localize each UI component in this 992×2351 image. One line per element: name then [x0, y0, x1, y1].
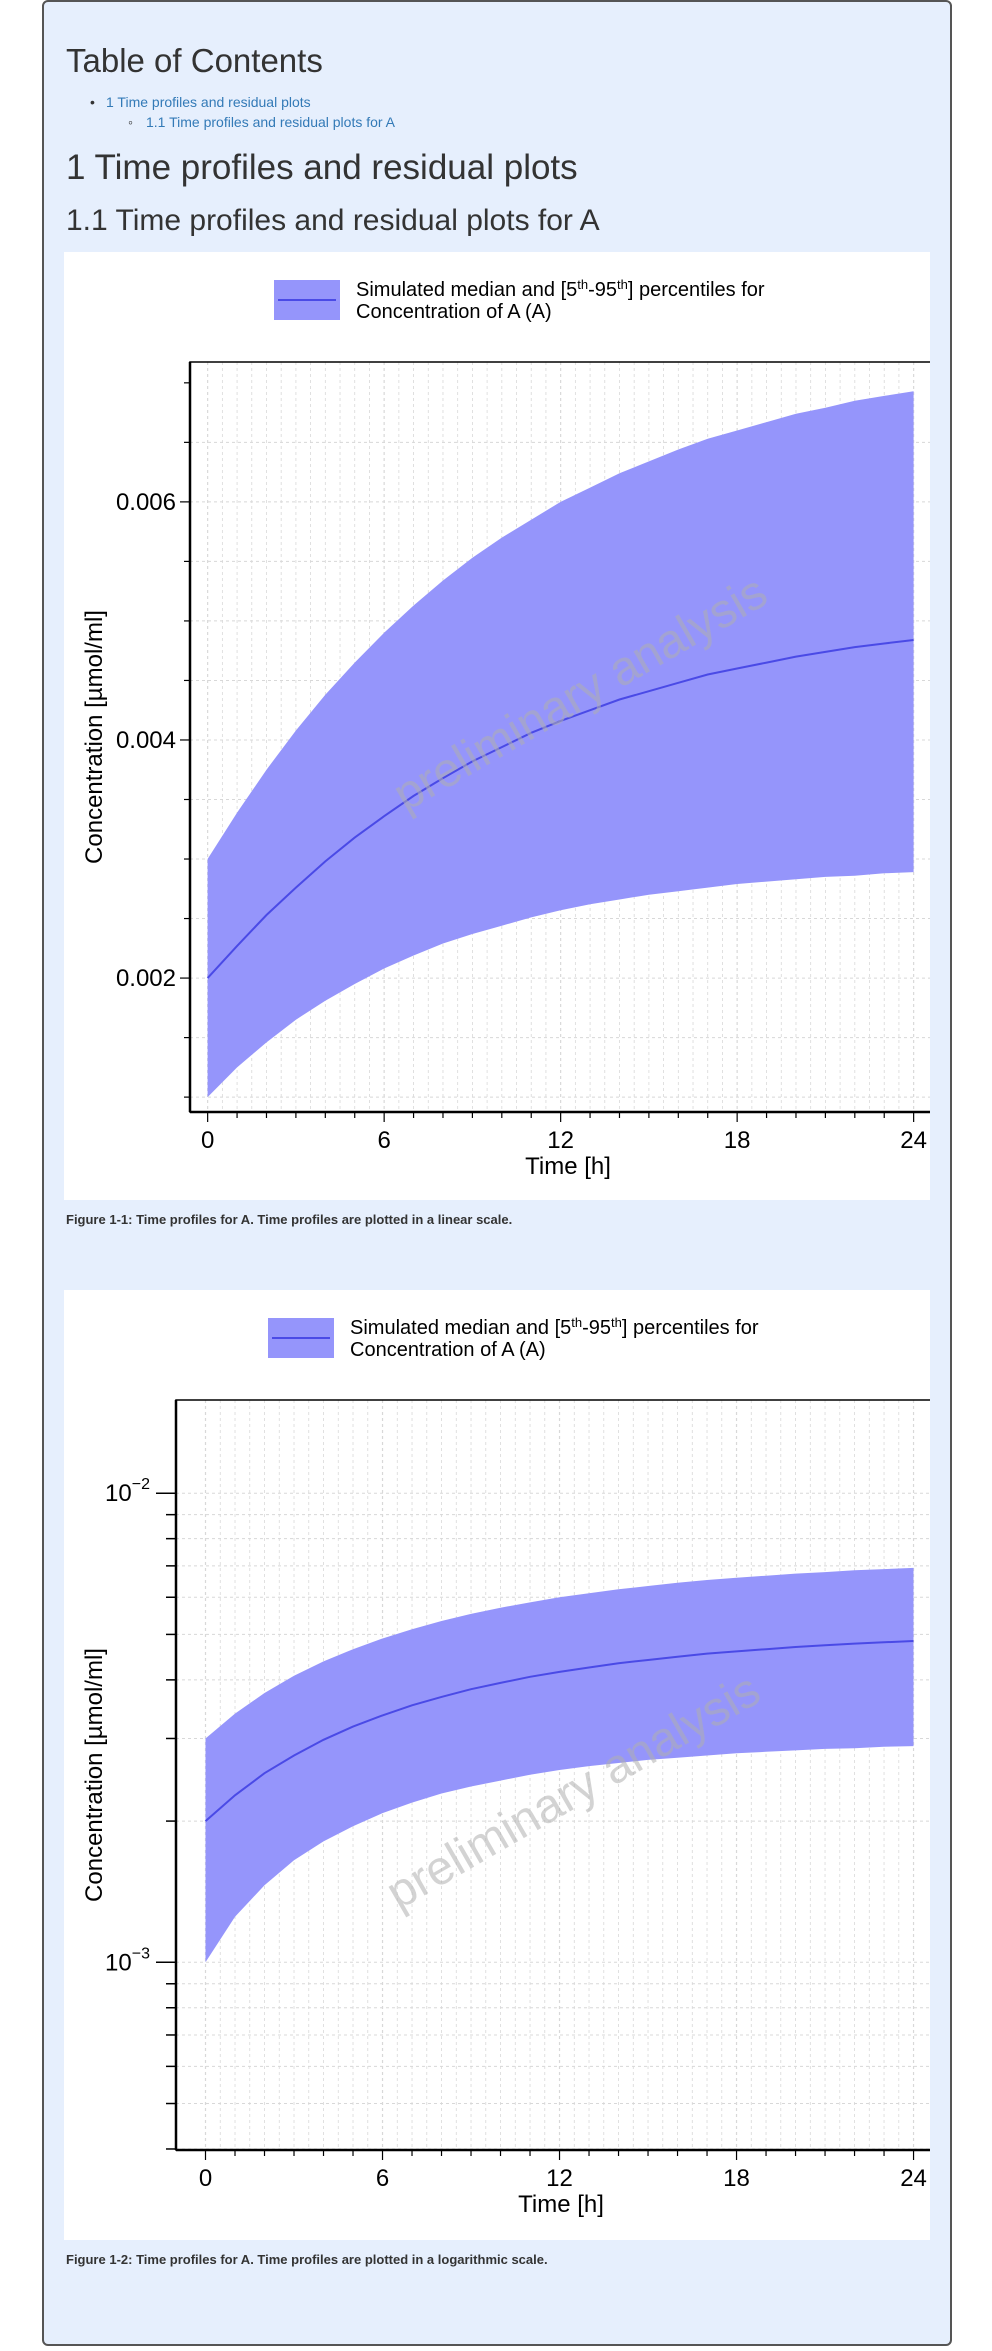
y-tick-label: 0.004 [116, 727, 176, 754]
x-axis-title: Time [h] [525, 1153, 611, 1180]
legend-text-part: ] percentiles for [628, 279, 765, 301]
x-tick-label: 6 [377, 1127, 390, 1154]
legend-text-part: Simulated median and [5 [350, 1317, 571, 1339]
median-line [206, 639, 914, 979]
x-tick-label: 18 [724, 1127, 751, 1154]
report-page: Table of Contents 1 Time profiles and re… [42, 0, 952, 2346]
toc-list: 1 Time profiles and residual plots 1.1 T… [84, 92, 395, 132]
x-tick-label: 12 [547, 1127, 574, 1154]
percentile-ribbon [205, 1567, 914, 1963]
legend-superscript: th [611, 1315, 622, 1330]
toc-link[interactable]: 1.1 Time profiles and residual plots for… [146, 114, 396, 130]
legend-superscript: th [571, 1315, 582, 1330]
median-line [204, 1640, 914, 1822]
subsection-heading: 1.1 Time profiles and residual plots for… [66, 204, 600, 237]
toc-link[interactable]: 1 Time profiles and residual plots [106, 94, 311, 110]
y-tick-label: 10−2 [105, 1476, 150, 1507]
chart-log-svg: Simulated median and [5th-95th] percenti… [81, 1315, 930, 2218]
chart-legend: Simulated median and [5th-95th] percenti… [274, 277, 765, 323]
x-tick-label: 24 [900, 2165, 927, 2192]
figure-linear: Simulated median and [5th-95th] percenti… [64, 252, 930, 1200]
x-tick-label: 24 [900, 1127, 927, 1154]
x-axis-title: Time [h] [518, 2191, 604, 2218]
legend-label-line2: Concentration of A (A) [350, 1339, 546, 1361]
toc-item[interactable]: 1 Time profiles and residual plots [84, 92, 395, 112]
tick-base: 10 [105, 1949, 132, 1976]
toc-item[interactable]: 1.1 Time profiles and residual plots for… [84, 112, 395, 132]
tick-exponent: −3 [132, 1945, 150, 1962]
legend-text-part: -95 [582, 1317, 611, 1339]
x-tick-label: 18 [723, 2165, 750, 2192]
figure-log: Simulated median and [5th-95th] percenti… [64, 1290, 930, 2240]
tick-exponent: −2 [132, 1476, 150, 1493]
chart-linear-svg: Simulated median and [5th-95th] percenti… [81, 277, 930, 1180]
figure-caption: Figure 1-2: Time profiles for A. Time pr… [66, 2252, 548, 2267]
legend-superscript: th [617, 277, 628, 292]
x-tick-label: 0 [201, 1127, 214, 1154]
tick-base: 10 [105, 1480, 132, 1507]
percentile-ribbon [207, 391, 914, 1098]
y-axis-title: Concentration [µmol/ml] [81, 1648, 108, 1902]
x-tick-label: 0 [199, 2165, 212, 2192]
legend-label-line2: Concentration of A (A) [356, 301, 552, 323]
x-tick-label: 6 [376, 2165, 389, 2192]
toc-title: Table of Contents [66, 42, 323, 79]
y-axis-title: Concentration [µmol/ml] [81, 610, 108, 864]
legend-label: Simulated median and [5th-95th] percenti… [350, 1315, 759, 1339]
figure-caption: Figure 1-1: Time profiles for A. Time pr… [66, 1212, 513, 1227]
legend-text-part: -95 [588, 279, 617, 301]
legend-label: Simulated median and [5th-95th] percenti… [356, 277, 765, 301]
legend-text-part: Simulated median and [5 [356, 279, 577, 301]
y-tick-label: 0.002 [116, 965, 176, 992]
y-tick-label: 10−3 [105, 1945, 150, 1976]
section-heading: 1 Time profiles and residual plots [66, 148, 578, 187]
legend-superscript: th [577, 277, 588, 292]
chart-legend: Simulated median and [5th-95th] percenti… [268, 1315, 759, 1361]
x-tick-label: 12 [546, 2165, 573, 2192]
y-tick-label: 0.006 [116, 489, 176, 516]
legend-text-part: ] percentiles for [622, 1317, 759, 1339]
